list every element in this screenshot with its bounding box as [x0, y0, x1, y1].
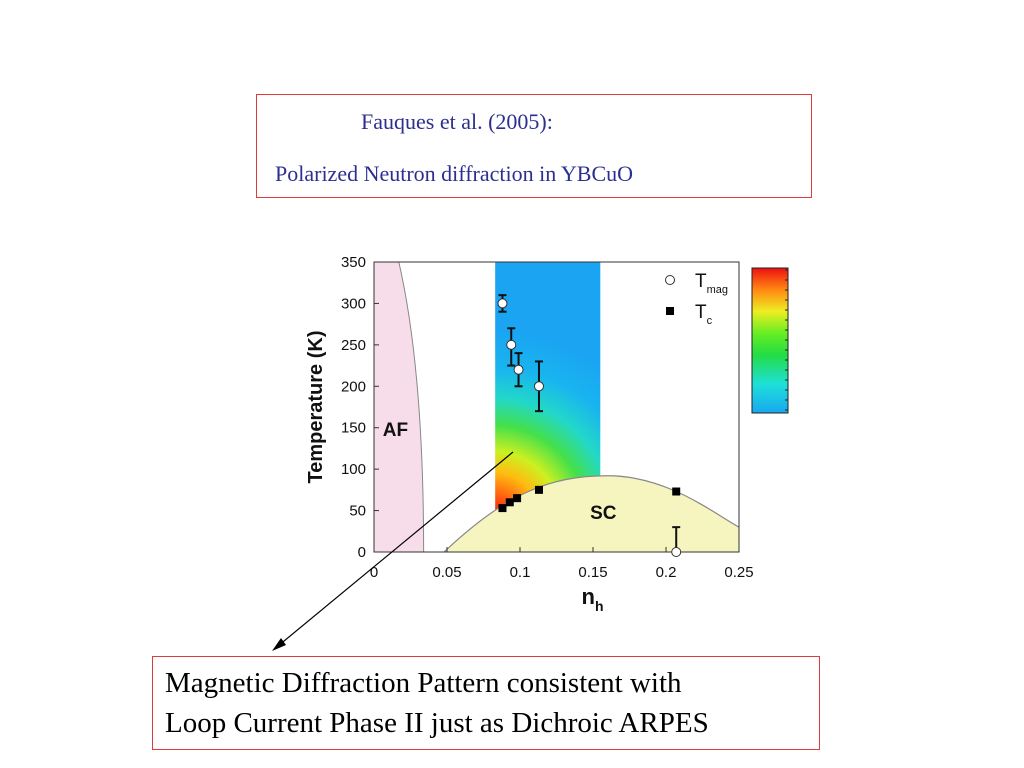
y-tick-label: 350	[341, 254, 366, 271]
tc-point	[513, 494, 522, 503]
caption-line-1: Magnetic Diffraction Pattern consistent …	[165, 667, 682, 699]
tmag-point	[497, 298, 508, 309]
plot-frame	[373, 261, 740, 553]
reference-citation: Fauques et al. (2005):	[361, 109, 553, 134]
y-tick-label: 250	[341, 337, 366, 354]
tc-point	[498, 504, 507, 513]
tmag-point	[533, 381, 544, 392]
legend-label: Tmag	[695, 271, 728, 296]
tmag-point	[506, 339, 517, 350]
reference-title-box: Fauques et al. (2005): Polarized Neutron…	[256, 94, 812, 198]
legend-marker-tmag	[665, 275, 675, 285]
x-axis-title: nh	[581, 584, 603, 614]
y-tick-label: 200	[341, 378, 366, 395]
caption-line-2: Loop Current Phase II just as Dichroic A…	[165, 707, 709, 739]
y-tick-label: 50	[349, 503, 366, 520]
region-label-af: AF	[383, 420, 408, 441]
tc-point	[534, 485, 543, 494]
x-tick-label: 0.2	[656, 564, 677, 581]
x-tick-label: 0.25	[724, 564, 753, 581]
y-axis-title: Temperature (K)	[305, 331, 327, 484]
legend-label: Tc	[695, 302, 713, 327]
y-tick-label: 150	[341, 420, 366, 437]
y-tick-label: 0	[358, 544, 366, 561]
tmag-point	[513, 364, 524, 375]
x-tick-label: 0.05	[432, 564, 461, 581]
x-tick-label: 0.15	[578, 564, 607, 581]
y-tick-label: 300	[341, 295, 366, 312]
x-tick-label: 0.1	[510, 564, 531, 581]
x-tick-label: 0	[370, 564, 378, 581]
sc-dome-region	[444, 475, 739, 552]
annotation-arrow	[277, 451, 514, 647]
caption-text: Magnetic Diffraction Pattern consistent …	[165, 663, 709, 743]
annotation-arrowhead	[272, 638, 286, 651]
af-region	[374, 262, 425, 552]
y-tick-label: 100	[341, 461, 366, 478]
tc-point	[505, 498, 514, 507]
sc-dome-boundary	[443, 475, 739, 552]
tc-point	[672, 487, 681, 496]
legend-marker-tc	[666, 307, 674, 315]
region-label-sc: SC	[590, 503, 617, 524]
caption-box: Magnetic Diffraction Pattern consistent …	[152, 656, 820, 750]
colorbar	[751, 267, 789, 414]
reference-subtitle: Polarized Neutron diffraction in YBCuO	[275, 161, 634, 186]
tmag-point	[671, 547, 682, 557]
